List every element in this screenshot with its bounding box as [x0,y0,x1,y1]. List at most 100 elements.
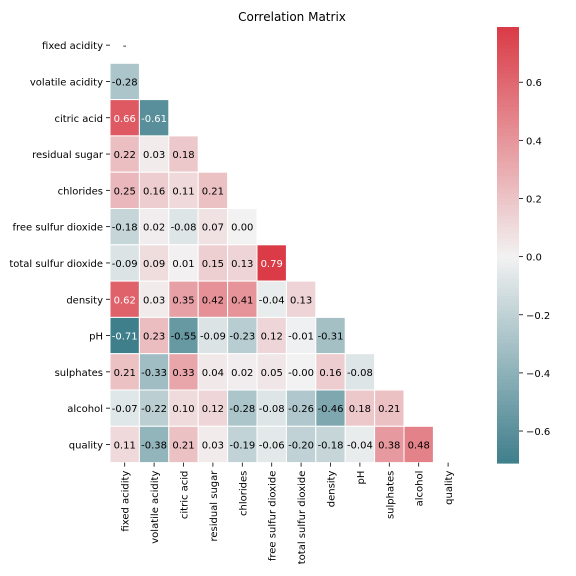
colorbar-segment [497,325,519,329]
colorbar-segment [497,296,519,300]
colorbar-segment [497,147,519,151]
colorbar-segment [497,289,519,293]
cell-label-ph-residual-sugar: -0.09 [200,332,226,343]
cell-label-ph-citric-acid: -0.55 [171,332,197,343]
cell-label-alcohol-residual-sugar: 0.12 [202,404,224,415]
y-label-residual-sugar: residual sugar [32,150,104,161]
colorbar-segment [497,103,519,107]
cell-label-alcohol-free-sulfur-dioxide: -0.08 [259,404,285,415]
cell-label-sulphates-chlorides: 0.02 [231,368,253,379]
cell-label-citric-acid-volatile-acidity: -0.61 [141,114,167,125]
colorbar-segment [497,274,519,278]
colorbar-segment [497,249,519,253]
y-label-ph: pH [89,332,103,343]
colorbar-segment [497,238,519,242]
colorbar-segment [497,151,519,155]
colorbar-segment [497,241,519,245]
colorbar-tick-label: −0.2 [526,311,550,322]
cell-label-sulphates-density: 0.16 [319,368,341,379]
colorbar-segment [497,136,519,140]
cell-label-quality-alcohol: 0.48 [408,440,430,451]
y-label-fixed-acidity: fixed acidity [42,41,103,52]
cell-label-alcohol-density: -0.46 [318,404,344,415]
colorbar-segment [497,409,519,413]
colorbar-segment [497,234,519,238]
colorbar-tick-label: −0.4 [526,369,550,380]
colorbar-segment [497,387,519,391]
colorbar-segment [497,423,519,427]
cell-label-density-free-sulfur-dioxide: -0.04 [259,295,285,306]
colorbar-segment [497,176,519,180]
colorbar-segment [497,223,519,227]
colorbar-segment [497,191,519,195]
colorbar-segment [497,336,519,340]
cell-label-free-sulfur-dioxide-fixed-acidity: -0.18 [112,223,138,234]
colorbar-segment [497,361,519,365]
colorbar-segment [497,405,519,409]
cell-label-density-volatile-acidity: 0.03 [143,295,165,306]
cell-label-chlorides-volatile-acidity: 0.16 [143,186,165,197]
cell-label-density-residual-sugar: 0.42 [202,295,224,306]
x-label-residual-sugar: residual sugar [209,470,220,542]
cell-label-sulphates-fixed-acidity: 0.21 [114,368,136,379]
colorbar-segment [497,31,519,35]
colorbar-segment [497,114,519,118]
colorbar-segment [497,230,519,234]
colorbar-segment [497,376,519,380]
cell-label-sulphates-free-sulfur-dioxide: 0.05 [261,368,283,379]
cell-label-chlorides-residual-sugar: 0.21 [202,186,224,197]
cell-label-alcohol-citric-acid: 0.10 [172,404,194,415]
colorbar-segment [497,49,519,53]
colorbar-segment [497,267,519,271]
colorbar-segment [497,445,519,449]
colorbar-segment [497,350,519,354]
colorbar-segment [497,300,519,304]
y-tick-labels: fixed acidity volatile acidity citric acid… [9,41,110,451]
cell-label-quality-volatile-acidity: -0.38 [141,440,167,451]
cell-label-quality-total-sulfur-dioxide: -0.20 [288,440,314,451]
y-label-citric-acid: citric acid [54,114,103,125]
colorbar-segment [497,121,519,125]
colorbar-segment [497,74,519,78]
colorbar-segment [497,419,519,423]
colorbar-segment [497,132,519,136]
x-label-fixed-acidity: fixed acidity [121,471,132,532]
x-label-volatile-acidity: volatile acidity [150,471,161,544]
x-label-chlorides: chlorides [238,471,249,516]
colorbar-tick-label: 0.6 [526,78,542,89]
colorbar-tick-label: −0.6 [526,427,550,438]
colorbar-segment [497,125,519,129]
colorbar-segment [497,154,519,158]
cell-label-total-sulfur-dioxide-chlorides: 0.13 [231,259,253,270]
colorbar-segment [497,180,519,184]
colorbar-tick-label: 0.2 [526,194,542,205]
colorbar-segment [497,52,519,56]
colorbar-segment [497,354,519,358]
cell-label-citric-acid-fixed-acidity: 0.66 [114,114,136,125]
colorbar-segment [497,96,519,100]
colorbar-segment [497,379,519,383]
cell-label-free-sulfur-dioxide-citric-acid: -0.08 [171,223,197,234]
colorbar-segment [497,205,519,209]
colorbar: 0.6 0.4 0.2 0.0 −0.2 −0.4 −0.6 [497,27,550,464]
cell-label-total-sulfur-dioxide-fixed-acidity: -0.09 [112,259,138,270]
colorbar-segment [497,416,519,420]
colorbar-segment [497,456,519,460]
colorbar-segment [497,85,519,89]
cell-label-sulphates-total-sulfur-dioxide: -0.00 [288,368,314,379]
cell-label-free-sulfur-dioxide-volatile-acidity: 0.02 [143,223,165,234]
colorbar-segment [497,430,519,434]
cell-label-alcohol-chlorides: -0.28 [229,404,255,415]
cell-label-residual-sugar-fixed-acidity: 0.22 [114,150,136,161]
colorbar-segment [497,67,519,71]
x-label-free-sulfur-dioxide: free sulfur dioxide [268,471,279,562]
y-label-volatile-acidity: volatile acidity [30,77,103,88]
colorbar-segment [497,143,519,147]
y-label-density: density [66,295,103,306]
colorbar-segment [497,285,519,289]
cell-label-quality-fixed-acidity: 0.11 [114,440,136,451]
colorbar-segment [497,394,519,398]
colorbar-segment [497,448,519,452]
colorbar-segment [497,212,519,216]
colorbar-segment [497,165,519,169]
